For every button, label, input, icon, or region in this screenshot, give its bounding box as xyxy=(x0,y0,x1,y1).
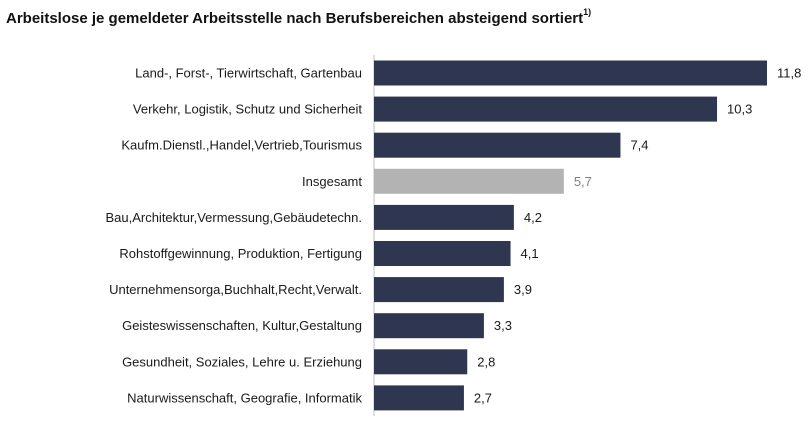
bars xyxy=(374,60,767,411)
bar xyxy=(374,385,464,411)
value-label: 2,8 xyxy=(477,354,495,369)
value-label: 3,9 xyxy=(514,282,532,297)
category-label: Gesundheit, Soziales, Lehre u. Erziehung xyxy=(122,354,362,369)
bar xyxy=(374,132,621,158)
bar xyxy=(374,96,718,122)
bar xyxy=(374,349,468,375)
category-label: Bau,Architektur,Vermessung,Gebäudetechn. xyxy=(105,210,362,225)
value-labels: 11,8 10,3 7,4 5,7 4,2 4,1 3,9 3,3 2,8 2,7 xyxy=(474,66,801,406)
value-label: 2,7 xyxy=(474,390,492,405)
bar xyxy=(374,241,511,266)
chart-title: Arbeitslose je gemeldeter Arbeitsstelle … xyxy=(6,7,592,27)
bar xyxy=(374,204,514,230)
category-labels: Land-, Forst-, Tierwirtschaft, Gartenbau… xyxy=(105,66,362,406)
category-label: Geisteswissenschaften, Kultur,Gestaltung xyxy=(122,318,362,333)
value-label: 10,3 xyxy=(727,102,752,117)
bar xyxy=(374,60,767,86)
value-label: 7,4 xyxy=(630,138,648,153)
value-label: 3,3 xyxy=(494,318,512,333)
category-label: Naturwissenschaft, Geografie, Informatik xyxy=(127,390,362,405)
category-label: Kaufm.Dienstl.,Handel,Vertrieb,Tourismus xyxy=(121,138,362,153)
category-label: Unternehmensorga,Buchhalt,Recht,Verwalt. xyxy=(109,282,362,297)
bar xyxy=(374,277,504,303)
bar-highlight xyxy=(374,168,564,194)
chart-title-footnote: 1) xyxy=(583,7,592,17)
chart-title-text: Arbeitslose je gemeldeter Arbeitsstelle … xyxy=(6,10,584,27)
category-label: Verkehr, Logistik, Schutz und Sicherheit xyxy=(133,102,362,117)
category-label: Land-, Forst-, Tierwirtschaft, Gartenbau xyxy=(135,66,362,81)
category-label: Insgesamt xyxy=(302,174,362,189)
category-label: Rohstoffgewinnung, Produktion, Fertigung xyxy=(119,246,362,261)
bar xyxy=(374,313,484,339)
value-label: 5,7 xyxy=(574,174,592,189)
value-label: 4,1 xyxy=(521,246,539,261)
value-label: 11,8 xyxy=(777,66,801,81)
value-label: 4,2 xyxy=(524,210,542,225)
